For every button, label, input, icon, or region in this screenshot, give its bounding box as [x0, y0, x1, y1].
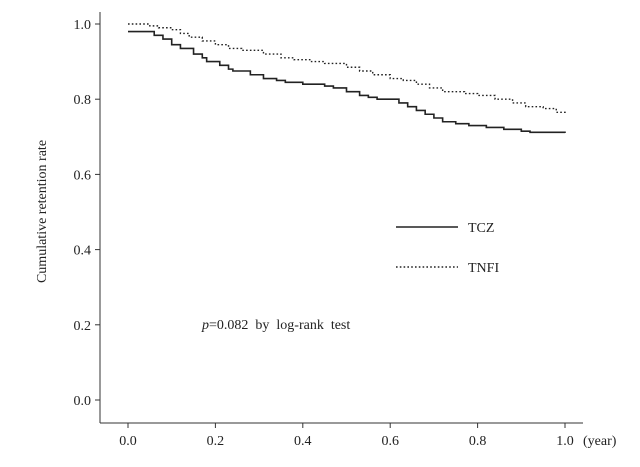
y-tick-label: 0.6 — [74, 168, 92, 183]
x-tick-label: 1.0 — [556, 434, 574, 449]
legend-label-tnfi: TNFI — [468, 261, 499, 276]
y-tick-label: 1.0 — [74, 18, 92, 33]
x-tick-label: 0.8 — [469, 434, 487, 449]
y-tick-label: 0.2 — [74, 319, 92, 334]
x-unit-label: (year) — [583, 434, 617, 449]
y-tick-label: 0.8 — [74, 93, 92, 108]
x-tick-label: 0.6 — [381, 434, 399, 449]
p-symbol: p — [201, 318, 209, 333]
x-tick-label: 0.2 — [207, 434, 225, 449]
legend-label-tcz: TCZ — [468, 221, 494, 236]
series-line-tcz — [128, 30, 566, 134]
legend: TCZ TNFI — [396, 221, 499, 276]
p-value-text: =0.082 by log-rank test — [209, 318, 350, 333]
axes-layer: 0.0 0.2 0.4 0.6 0.8 1.0 0.0 0.2 0.4 0.6 0.8 1.0 (yea… — [35, 12, 617, 449]
y-axis-title: Cumulative retention rate — [35, 140, 50, 283]
series-line-tnfi — [128, 23, 566, 115]
p-value-annotation: p=0.082 by log-rank test — [201, 318, 350, 333]
y-tick-label: 0.0 — [74, 394, 92, 409]
x-tick-label: 0.4 — [294, 434, 312, 449]
x-tick-label: 0.0 — [119, 434, 137, 449]
series-layer — [128, 23, 566, 134]
y-tick-label: 0.4 — [74, 244, 92, 259]
